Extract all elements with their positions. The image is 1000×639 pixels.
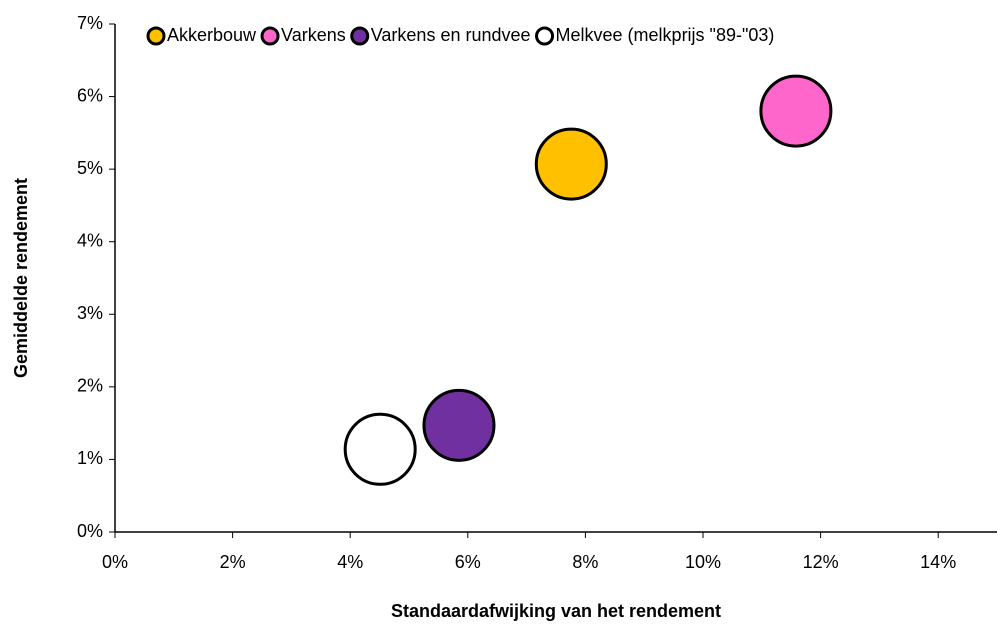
legend-marker (146, 26, 166, 46)
y-tick-label: 2% (77, 376, 103, 396)
y-tick-label: 5% (77, 158, 103, 178)
x-tick-label: 6% (455, 552, 481, 572)
x-tick-label: 4% (337, 552, 363, 572)
bubble (759, 74, 833, 148)
x-tick-label: 2% (220, 552, 246, 572)
x-tick-label: 10% (685, 552, 721, 572)
legend-marker (535, 26, 555, 46)
legend-label: Melkvee (melkprijs "89-"03) (556, 25, 775, 45)
legend-label: Akkerbouw (167, 25, 257, 45)
bubble (422, 388, 496, 462)
y-tick-label: 7% (77, 13, 103, 33)
x-tick-label: 12% (803, 552, 839, 572)
x-axis-title: Standaardafwijking van het rendement (391, 601, 721, 621)
x-tick-label: 8% (572, 552, 598, 572)
legend-label: Varkens (281, 25, 346, 45)
legend-marker (350, 26, 370, 46)
y-tick-label: 4% (77, 230, 103, 250)
y-axis-title: Gemiddelde rendement (11, 178, 31, 378)
y-tick-label: 1% (77, 448, 103, 468)
y-tick-label: 6% (77, 85, 103, 105)
y-tick-label: 3% (77, 303, 103, 323)
bubble (343, 412, 417, 486)
y-tick-label: 0% (77, 521, 103, 541)
x-tick-label: 0% (102, 552, 128, 572)
x-tick-label: 14% (920, 552, 956, 572)
legend-label: Varkens en rundvee (371, 25, 531, 45)
legend-marker (260, 26, 280, 46)
bubble (534, 127, 608, 201)
